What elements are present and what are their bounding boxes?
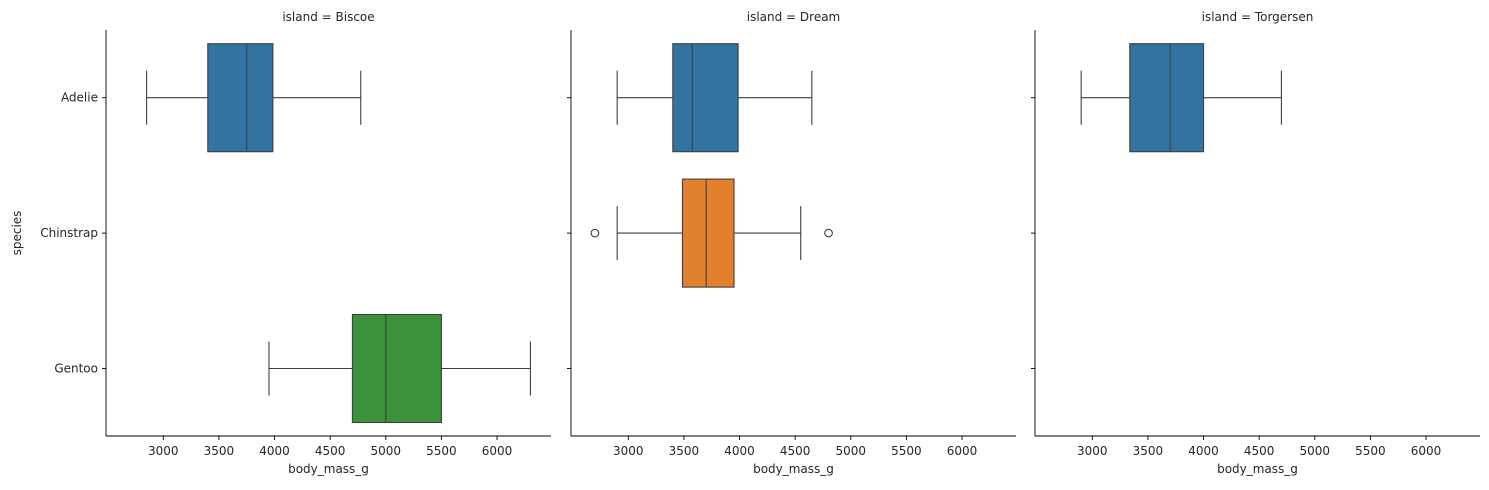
x-tick-label: 5500 [426, 444, 457, 458]
x-tick-label: 3000 [148, 444, 179, 458]
outlier-point [824, 228, 833, 238]
y-tick-label: Chinstrap [40, 226, 98, 240]
box-gentoo [351, 313, 442, 424]
x-tick-label: 4000 [259, 444, 290, 458]
x-tick-label: 4500 [315, 444, 346, 458]
panel-title: island = Biscoe [282, 10, 374, 24]
y-axis-title: species [10, 211, 24, 256]
box-adelie [207, 43, 274, 153]
panel-title: island = Torgersen [1202, 10, 1314, 24]
x-tick-label: 3500 [669, 444, 700, 458]
outlier-point [590, 228, 600, 238]
x-tick-label: 4500 [780, 444, 811, 458]
x-tick-label: 5000 [1300, 444, 1331, 458]
box-adelie [672, 43, 739, 153]
box-adelie [1129, 43, 1205, 153]
y-tick-label: Gentoo [54, 362, 98, 376]
x-tick-label: 6000 [947, 444, 978, 458]
x-tick-label: 6000 [482, 444, 513, 458]
x-tick-label: 6000 [1411, 444, 1442, 458]
x-tick-label: 4000 [724, 444, 755, 458]
panel-title: island = Dream [747, 10, 841, 24]
box-chinstrap [681, 178, 735, 288]
x-tick-label: 3500 [1133, 444, 1164, 458]
x-tick-label: 4000 [1188, 444, 1219, 458]
x-tick-label: 4500 [1244, 444, 1275, 458]
x-tick-label: 5000 [371, 444, 402, 458]
y-tick-label: Adelie [61, 91, 98, 105]
x-tick-label: 3500 [204, 444, 235, 458]
x-tick-label: 5000 [836, 444, 867, 458]
x-tick-label: 5500 [891, 444, 922, 458]
x-tick-label: 5500 [1355, 444, 1386, 458]
x-axis-title: body_mass_g [288, 462, 369, 476]
x-tick-label: 3000 [613, 444, 644, 458]
x-axis-title: body_mass_g [1217, 462, 1298, 476]
x-tick-label: 3000 [1077, 444, 1108, 458]
x-axis-title: body_mass_g [753, 462, 834, 476]
